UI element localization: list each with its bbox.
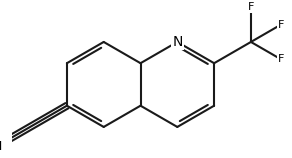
Text: F: F [278,54,284,64]
Text: N: N [172,35,182,49]
Text: F: F [278,20,284,30]
Text: F: F [248,2,254,12]
Text: N: N [0,140,2,153]
